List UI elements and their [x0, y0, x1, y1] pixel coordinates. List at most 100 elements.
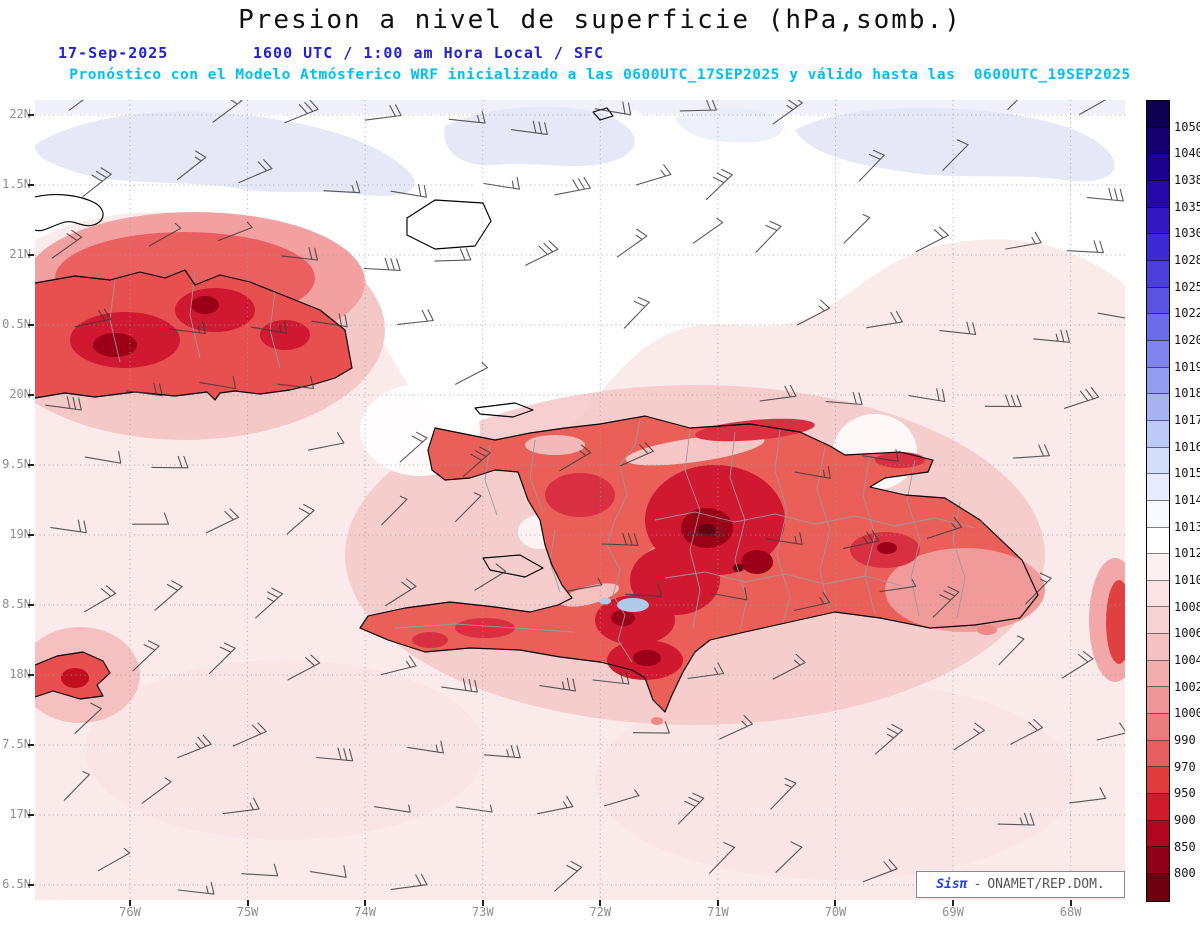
pressure-shade-blob: [93, 333, 137, 357]
pressure-shade-blob: [412, 632, 448, 648]
colorbar-cell: [1147, 874, 1169, 901]
pressure-shade-blob: [444, 106, 635, 166]
colorbar-label: 1030: [1174, 226, 1200, 241]
colorbar-cell: [1147, 420, 1169, 448]
lon-label: 72W: [589, 905, 612, 919]
colorbar-cell: [1147, 394, 1169, 421]
colorbar-cell: [1147, 127, 1169, 155]
wind-barb: [84, 450, 122, 464]
lat-label: 6.5N: [2, 877, 31, 891]
wind-barb: [601, 532, 639, 546]
lat-label: 20N: [9, 387, 31, 401]
pressure-shade-blob: [625, 434, 765, 466]
province-line: [109, 279, 121, 363]
pressure-shade-blob: [35, 100, 1125, 114]
colorbar-label: 1013: [1174, 519, 1200, 534]
axis-tick: [28, 814, 34, 816]
wind-barb: [407, 740, 444, 754]
wind-barb: [385, 578, 417, 607]
forecast-date: 17-Sep-2025: [58, 44, 169, 62]
colorbar-label: 1050: [1174, 119, 1200, 134]
colorbar-cell: [1147, 847, 1169, 875]
axis-tick: [246, 900, 249, 906]
forecast-time: 1600 UTC / 1:00 am Hora Local / SFC: [253, 44, 605, 62]
department-line: [549, 529, 561, 593]
wind-barb: [942, 139, 969, 171]
wind-barb: [455, 804, 493, 813]
wind-barb: [148, 222, 182, 247]
weather-map-canvas: [0, 78, 1141, 901]
wind-barb: [623, 296, 650, 329]
wind-barb: [169, 321, 206, 334]
axis-tick: [28, 604, 34, 606]
wind-barb: [635, 164, 672, 186]
wind-barb: [537, 795, 574, 815]
wind-barb: [592, 671, 630, 685]
pressure-shade-blob: [698, 524, 716, 536]
wind-barb: [448, 110, 486, 124]
pressure-shade-blob: [525, 435, 585, 455]
wind-barb: [1010, 718, 1044, 745]
colorbar-cell: [1147, 287, 1169, 315]
colorbar-label: 1006: [1174, 626, 1200, 641]
axis-tick: [28, 254, 34, 256]
gonave-island: [482, 554, 544, 578]
turks-islands: [644, 119, 650, 125]
province-line: [684, 429, 701, 629]
wind-barb: [84, 585, 117, 613]
sispi-logo: Sisπ: [936, 877, 968, 892]
wind-barb: [483, 745, 521, 759]
wind-barb: [862, 859, 898, 883]
wind-barb: [177, 734, 212, 759]
wind-barb: [874, 723, 904, 755]
pressure-shade-blob: [560, 583, 620, 607]
wind-barb: [719, 714, 753, 740]
lat-label: 7.5N: [2, 737, 31, 751]
wind-barb: [692, 217, 724, 244]
latlon-grid: [35, 100, 1125, 900]
wind-barb: [708, 841, 736, 874]
wind-barb: [616, 228, 648, 258]
colorbar-label: 1020: [1174, 333, 1200, 347]
pressure-shade-blob: [61, 668, 89, 688]
axis-tick: [28, 464, 34, 466]
wind-barb: [565, 577, 603, 592]
pressure-shade-blob: [885, 548, 1045, 632]
lon-label: 75W: [236, 905, 259, 919]
wind-barb: [1025, 572, 1052, 605]
province-line: [664, 571, 904, 587]
axis-tick: [1069, 900, 1072, 906]
axis-tick: [129, 900, 131, 906]
lat-label: 21N: [9, 247, 31, 261]
wind-barb: [232, 722, 267, 747]
great-inagua-island: [406, 199, 492, 250]
wind-barb: [277, 376, 315, 389]
pressure-shade-blob: [455, 618, 515, 638]
colorbar-label: 1017: [1174, 413, 1200, 427]
colorbar-cell: [1147, 580, 1169, 608]
colorbar-cell: [1147, 740, 1169, 768]
wind-barb: [455, 362, 489, 385]
wind-barb: [255, 587, 284, 619]
colorbar-label: 990: [1174, 733, 1196, 747]
colorbar-cell: [1147, 260, 1169, 288]
pressure-shade-blob: [545, 473, 615, 517]
wind-barb: [307, 432, 345, 451]
wind-barb: [141, 777, 172, 804]
wind-barb: [842, 530, 880, 549]
wind-barb: [797, 299, 831, 326]
saona-island: [977, 625, 997, 635]
wind-barb: [63, 770, 90, 801]
colorbar-label: 1004: [1174, 653, 1200, 667]
colorbar-cell: [1147, 314, 1169, 341]
colorbar-label: 1016: [1174, 439, 1200, 454]
wind-barb: [939, 321, 977, 335]
wind-barb: [705, 168, 733, 201]
axis-tick: [28, 394, 34, 396]
colorbar-cell: [1147, 820, 1169, 848]
watermark-box: Sisπ - ONAMET/REP.DOM.: [916, 871, 1125, 898]
wind-barb: [687, 662, 725, 680]
wind-barb: [205, 508, 240, 534]
colorbar-label: 1028: [1174, 253, 1200, 267]
